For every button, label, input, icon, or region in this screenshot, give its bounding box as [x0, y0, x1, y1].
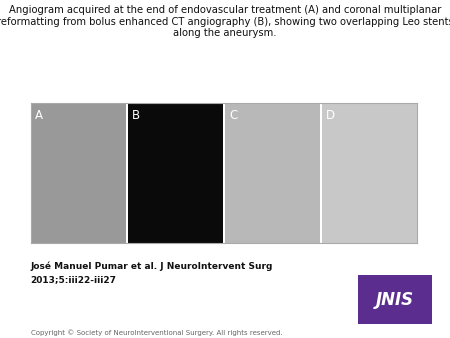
Text: Copyright © Society of NeuroInterventional Surgery. All rights reserved.: Copyright © Society of NeuroIntervention…	[31, 330, 282, 336]
Text: A: A	[36, 109, 43, 122]
Text: José Manuel Pumar et al. J NeuroIntervent Surg: José Manuel Pumar et al. J NeuroInterven…	[31, 262, 273, 271]
Text: 2013;5:iii22-iii27: 2013;5:iii22-iii27	[31, 275, 117, 285]
Text: JNIS: JNIS	[376, 291, 414, 309]
Text: Angiogram acquired at the end of endovascular treatment (A) and coronal multipla: Angiogram acquired at the end of endovas…	[0, 5, 450, 38]
Text: D: D	[326, 109, 335, 122]
Text: C: C	[230, 109, 238, 122]
Text: B: B	[132, 109, 140, 122]
